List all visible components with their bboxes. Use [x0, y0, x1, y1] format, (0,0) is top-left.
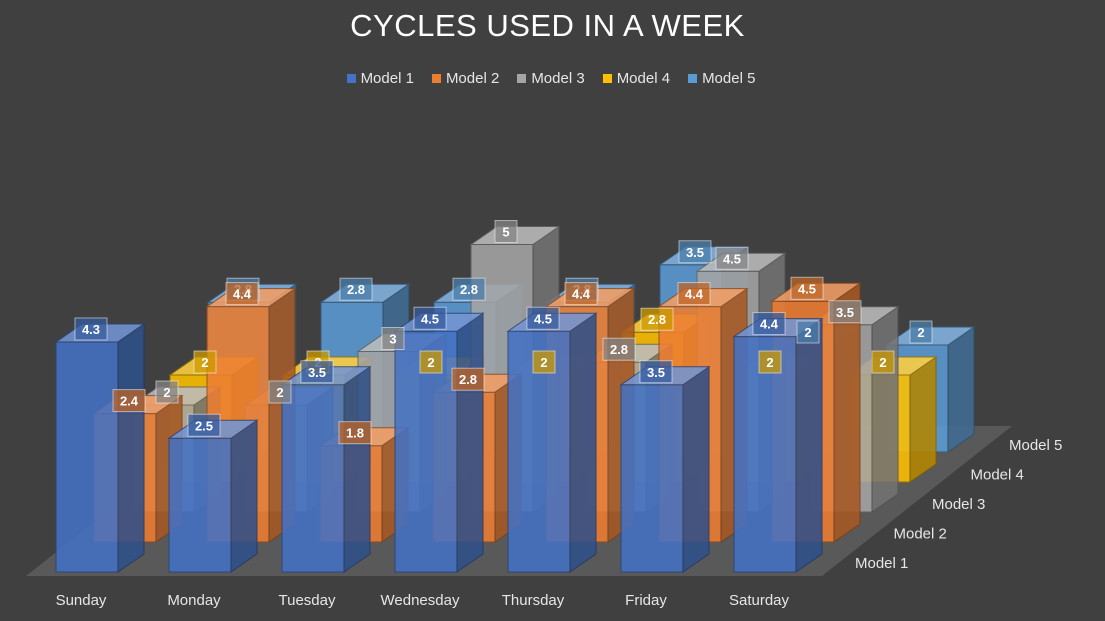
data-label-model-4-tuesday: 2: [419, 350, 443, 374]
svg-text:3.5: 3.5: [836, 305, 854, 320]
svg-text:2.8: 2.8: [347, 282, 365, 297]
svg-text:4.4: 4.4: [572, 287, 591, 302]
svg-text:4.5: 4.5: [534, 311, 552, 326]
data-label-model-3-monday: 2: [268, 380, 292, 404]
legend-label-model-1: Model 1: [360, 70, 414, 87]
data-label-model-3-friday: 4.5: [715, 246, 749, 270]
svg-text:4.5: 4.5: [421, 311, 439, 326]
data-label-model-5-friday: 2: [796, 320, 820, 344]
data-label-model-5-thursday: 3.5: [678, 240, 712, 264]
bar-model-1-friday: [619, 365, 711, 573]
data-label-model-3-sunday: 2: [155, 380, 179, 404]
legend-item-model-4: Model 4: [602, 70, 671, 87]
data-label-model-1-wednesday: 4.5: [413, 306, 447, 330]
bar-model-1-sunday: [54, 322, 146, 573]
svg-text:2.4: 2.4: [120, 394, 139, 409]
data-label-model-4-saturday: 2: [871, 350, 895, 374]
data-label-model-4-sunday: 2: [193, 350, 217, 374]
x-tick-thursday: Thursday: [502, 592, 565, 609]
data-label-model-1-tuesday: 3.5: [300, 360, 334, 384]
bar-model-1-monday: [167, 419, 259, 573]
data-label-model-3-saturday: 3.5: [828, 300, 862, 324]
legend-item-model-5: Model 5: [688, 70, 755, 87]
svg-text:2.8: 2.8: [648, 312, 666, 327]
legend-swatch-model-2: [431, 74, 441, 83]
svg-text:2: 2: [804, 325, 811, 340]
svg-text:3.5: 3.5: [647, 365, 665, 380]
svg-text:2: 2: [276, 385, 283, 400]
svg-text:4.5: 4.5: [798, 281, 816, 296]
data-label-model-4-friday: 2: [758, 350, 782, 374]
data-label-model-1-saturday: 4.4: [752, 312, 786, 336]
svg-text:2.8: 2.8: [460, 282, 478, 297]
svg-text:4.4: 4.4: [685, 287, 704, 302]
svg-text:3.5: 3.5: [686, 245, 704, 260]
legend: Model 1 Model 2 Model 3 Model 4 Model 5: [0, 70, 1102, 87]
svg-text:3: 3: [389, 332, 396, 347]
data-label-model-2-thursday: 4.4: [564, 282, 598, 306]
svg-text:2: 2: [917, 325, 924, 340]
x-tick-saturday: Saturday: [729, 592, 790, 609]
svg-text:4.4: 4.4: [233, 287, 252, 302]
depth-tick-model-1: Model 1: [855, 555, 908, 572]
legend-item-model-1: Model 1: [346, 70, 414, 87]
data-label-model-2-saturday: 4.5: [790, 276, 824, 300]
x-tick-sunday: Sunday: [56, 592, 107, 609]
legend-item-model-3: Model 3: [517, 70, 585, 87]
legend-label-model-2: Model 2: [445, 70, 500, 87]
data-label-model-1-thursday: 4.5: [526, 306, 560, 330]
svg-text:2: 2: [163, 385, 170, 400]
svg-text:1.8: 1.8: [346, 426, 364, 441]
svg-text:2: 2: [427, 355, 434, 370]
legend-swatch-model-3: [517, 74, 527, 83]
svg-text:2: 2: [879, 355, 886, 370]
x-tick-tuesday: Tuesday: [279, 592, 336, 609]
data-label-model-2-friday: 4.4: [677, 282, 711, 306]
x-tick-friday: Friday: [625, 592, 667, 609]
legend-swatch-model-5: [688, 74, 698, 83]
data-label-model-5-tuesday: 2.8: [452, 277, 486, 301]
svg-text:2: 2: [201, 355, 208, 370]
svg-text:4.3: 4.3: [82, 322, 100, 337]
data-label-model-1-friday: 3.5: [639, 360, 673, 384]
depth-tick-model-3: Model 3: [932, 496, 985, 513]
svg-text:2: 2: [540, 355, 547, 370]
svg-text:2: 2: [766, 355, 773, 370]
svg-text:4.5: 4.5: [723, 251, 741, 266]
bar-model-1-tuesday: [280, 365, 372, 573]
data-label-model-2-wednesday: 2.8: [451, 367, 485, 391]
depth-tick-model-2: Model 2: [894, 526, 947, 543]
data-label-model-3-tuesday: 3: [381, 327, 405, 350]
data-label-model-5-saturday: 2: [909, 320, 933, 344]
data-label-model-3-wednesday: 5: [494, 220, 518, 243]
chart-title: CYCLES USED IN A WEEK: [350, 8, 745, 43]
x-tick-wednesday: Wednesday: [381, 592, 460, 609]
data-label-model-4-wednesday: 2: [532, 350, 556, 374]
svg-text:3.5: 3.5: [308, 365, 326, 380]
depth-tick-model-4: Model 4: [971, 467, 1024, 484]
legend-label-model-3: Model 3: [531, 70, 585, 87]
legend-label-model-4: Model 4: [616, 70, 671, 87]
data-label-model-4-thursday: 2.8: [640, 307, 674, 331]
legend-swatch-model-4: [602, 74, 612, 83]
x-tick-monday: Monday: [167, 592, 221, 609]
legend-item-model-2: Model 2: [431, 70, 500, 87]
svg-text:5: 5: [502, 225, 509, 240]
data-label-model-2-sunday: 2.4: [112, 389, 146, 413]
svg-text:4.4: 4.4: [760, 317, 779, 332]
data-label-model-1-monday: 2.5: [187, 413, 221, 437]
data-label-model-3-thursday: 2.8: [602, 337, 636, 361]
data-label-model-2-tuesday: 1.8: [338, 421, 372, 445]
legend-label-model-5: Model 5: [702, 70, 756, 87]
data-label-model-2-monday: 4.4: [225, 282, 259, 306]
depth-tick-model-5: Model 5: [1009, 437, 1062, 454]
data-label-model-5-monday: 2.8: [339, 277, 373, 301]
svg-text:2.8: 2.8: [459, 372, 477, 387]
svg-text:2.8: 2.8: [610, 342, 628, 357]
legend-swatch-model-1: [346, 74, 356, 83]
data-label-model-1-sunday: 4.3: [74, 317, 108, 341]
svg-text:2.5: 2.5: [195, 418, 213, 433]
